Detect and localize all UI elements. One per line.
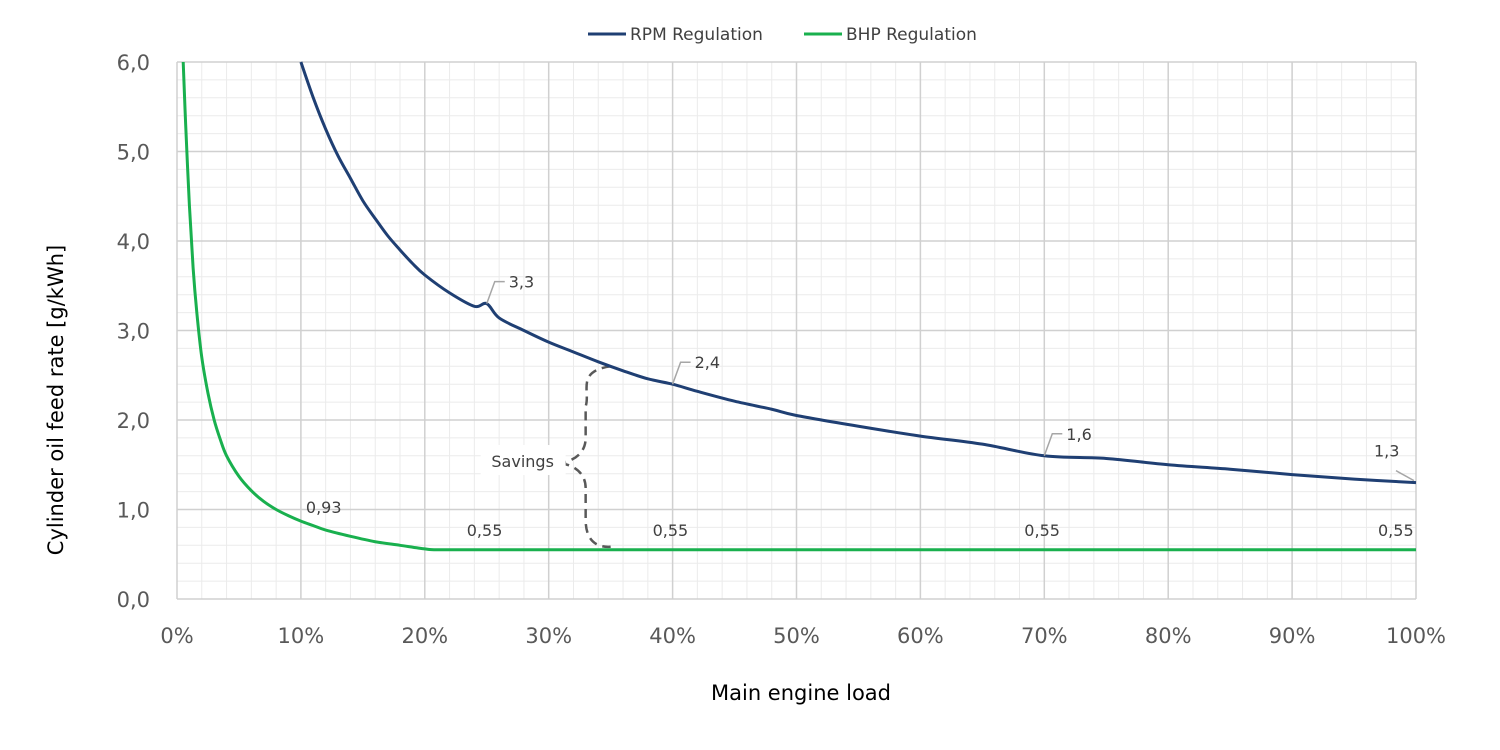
savings-annotation: Savings — [480, 365, 611, 549]
x-tick-label: 100% — [1386, 624, 1446, 648]
x-axis-title: Main engine load — [711, 681, 891, 705]
series-line-bhp-regulation — [181, 61, 1416, 552]
grid — [176, 61, 1417, 600]
x-tick-label: 30% — [525, 624, 572, 648]
data-label-leader — [1395, 469, 1415, 482]
x-tick-label: 50% — [773, 624, 820, 648]
data-label: 0,93 — [306, 498, 342, 517]
data-label-leader — [486, 280, 505, 304]
data-label: 2,4 — [695, 353, 720, 372]
data-label: 1,3 — [1374, 442, 1399, 461]
x-tick-label: 80% — [1145, 624, 1192, 648]
y-axis-title: Cylinder oil feed rate [g/kWh] — [44, 245, 68, 555]
x-tick-label: 40% — [649, 624, 696, 648]
data-label: 3,3 — [509, 273, 534, 292]
data-label-leader — [671, 361, 691, 385]
data-label: 1,6 — [1066, 425, 1091, 444]
savings-brace — [555, 365, 611, 549]
series-lines — [181, 61, 1417, 552]
y-tick-label: 5,0 — [117, 141, 150, 165]
y-tick-label: 1,0 — [117, 499, 150, 523]
data-label: 0,55 — [1378, 521, 1414, 540]
y-tick-label: 2,0 — [117, 409, 150, 433]
series-line-rpm-regulation — [299, 61, 1417, 485]
x-tick-label: 0% — [160, 624, 193, 648]
y-tick-label: 4,0 — [117, 230, 150, 254]
savings-label: Savings — [491, 452, 554, 471]
legend-label: BHP Regulation — [846, 25, 977, 45]
x-tick-label: 90% — [1269, 624, 1316, 648]
x-tick-label: 10% — [278, 624, 325, 648]
data-label: 0,55 — [653, 521, 689, 540]
data-labels: 3,3 2,4 1,6 1,3 0,93 0,55 0,55 0,55 0,55 — [306, 273, 1415, 540]
legend-label: RPM Regulation — [630, 25, 763, 45]
y-tick-label: 0,0 — [117, 588, 150, 612]
y-tick-label: 3,0 — [117, 320, 150, 344]
x-tick-label: 20% — [401, 624, 448, 648]
data-label: 0,55 — [1024, 521, 1060, 540]
savings-label-box — [480, 445, 566, 476]
data-label-leader — [1043, 433, 1063, 457]
legend: RPM Regulation BHP Regulation — [588, 25, 977, 45]
data-label: 0,55 — [467, 521, 503, 540]
x-tick-label: 70% — [1021, 624, 1068, 648]
x-tick-label: 60% — [897, 624, 944, 648]
axes: 0% 10% 20% 30% 40% 50% 60% 70% 80% 90% 100% 0,0 1,0 2… — [117, 51, 1446, 648]
y-tick-label: 6,0 — [117, 51, 150, 75]
